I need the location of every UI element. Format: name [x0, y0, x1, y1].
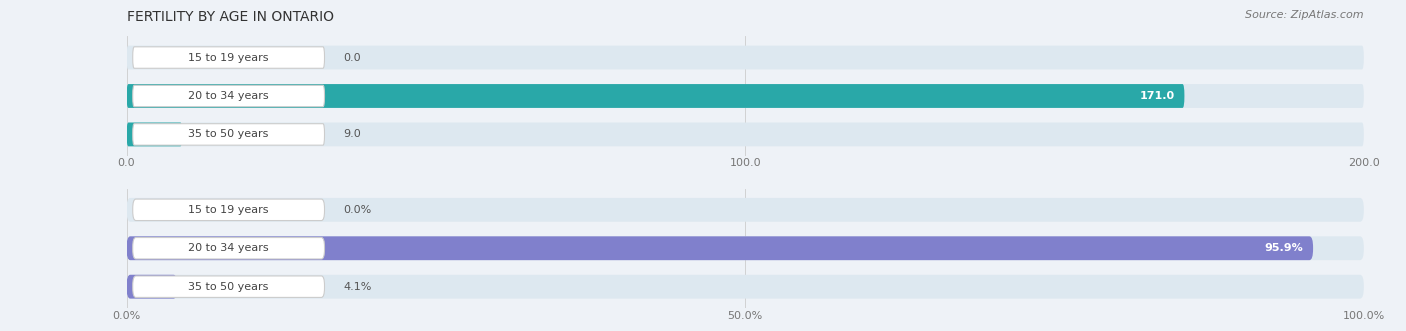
FancyBboxPatch shape [132, 199, 325, 220]
Text: 35 to 50 years: 35 to 50 years [188, 282, 269, 292]
Text: 4.1%: 4.1% [343, 282, 371, 292]
Text: 95.9%: 95.9% [1264, 243, 1303, 253]
Text: Source: ZipAtlas.com: Source: ZipAtlas.com [1246, 10, 1364, 20]
Text: 20 to 34 years: 20 to 34 years [188, 91, 269, 101]
FancyBboxPatch shape [127, 275, 177, 299]
FancyBboxPatch shape [127, 84, 1184, 108]
Text: 0.0: 0.0 [343, 53, 361, 63]
Text: FERTILITY BY AGE IN ONTARIO: FERTILITY BY AGE IN ONTARIO [127, 10, 333, 24]
FancyBboxPatch shape [127, 236, 1313, 260]
Text: 35 to 50 years: 35 to 50 years [188, 129, 269, 139]
FancyBboxPatch shape [127, 122, 183, 146]
Text: 15 to 19 years: 15 to 19 years [188, 205, 269, 215]
Text: 9.0: 9.0 [343, 129, 361, 139]
FancyBboxPatch shape [132, 238, 325, 259]
Text: 15 to 19 years: 15 to 19 years [188, 53, 269, 63]
FancyBboxPatch shape [127, 198, 1364, 222]
FancyBboxPatch shape [127, 46, 1364, 70]
FancyBboxPatch shape [132, 47, 325, 68]
FancyBboxPatch shape [132, 124, 325, 145]
Text: 0.0%: 0.0% [343, 205, 371, 215]
FancyBboxPatch shape [127, 84, 1364, 108]
FancyBboxPatch shape [127, 275, 1364, 299]
FancyBboxPatch shape [127, 236, 1364, 260]
FancyBboxPatch shape [132, 276, 325, 298]
FancyBboxPatch shape [127, 122, 1364, 146]
Text: 171.0: 171.0 [1139, 91, 1174, 101]
Text: 20 to 34 years: 20 to 34 years [188, 243, 269, 253]
FancyBboxPatch shape [132, 85, 325, 107]
